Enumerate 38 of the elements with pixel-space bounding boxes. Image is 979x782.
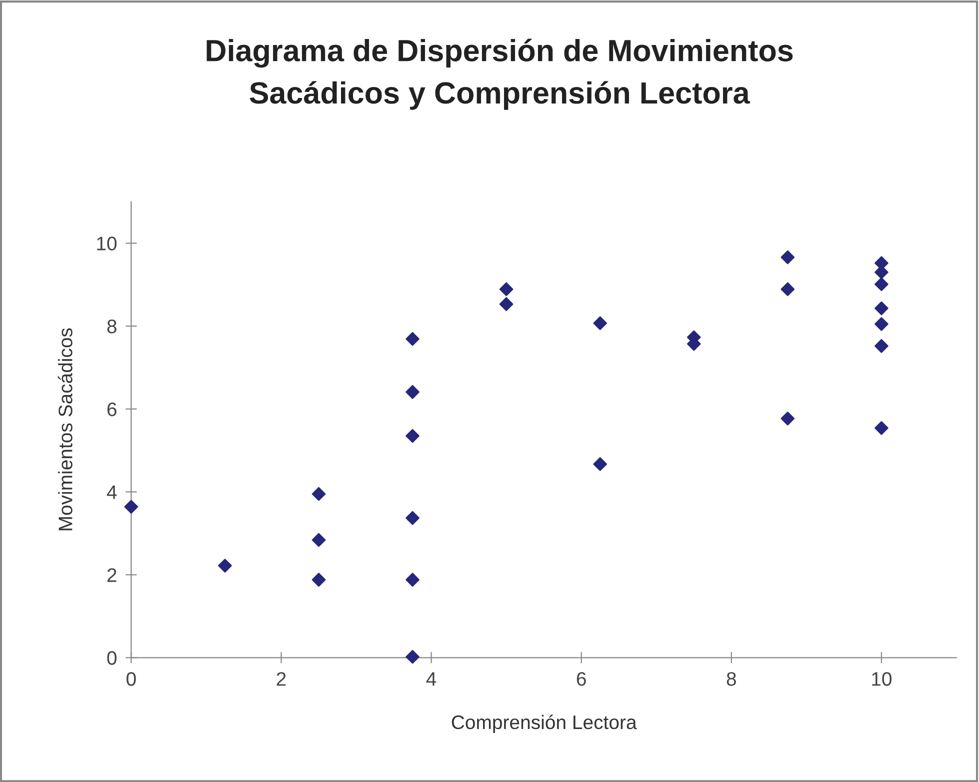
- point: [218, 558, 232, 573]
- chart-title: Diagrama de Dispersión de Movimientos Sacádicos y Comprensión Lectora: [206, 38, 793, 110]
- point: [874, 339, 888, 353]
- point: [312, 572, 326, 587]
- point: [406, 650, 420, 664]
- x-tick-label: 10: [872, 672, 892, 686]
- point: [593, 457, 608, 472]
- point: [499, 297, 514, 312]
- point: [312, 487, 326, 501]
- point: [312, 533, 326, 547]
- y-tick-label: 0: [107, 651, 117, 665]
- point: [874, 277, 888, 292]
- y-tick-label: 6: [107, 402, 116, 416]
- x-tick-label: 8: [726, 672, 736, 686]
- y-tick-label: 10: [97, 236, 117, 250]
- point: [593, 316, 608, 330]
- x-tick-label: 4: [426, 672, 436, 686]
- point: [874, 301, 888, 316]
- x-axis-title: Comprensión Lectora: [452, 714, 637, 734]
- y-axis-title: Movimientos Sacádicos: [58, 328, 72, 530]
- point: [874, 317, 888, 331]
- point: [780, 282, 795, 296]
- point: [406, 511, 420, 525]
- point: [780, 412, 795, 426]
- point: [499, 282, 514, 296]
- y-tick-label: 2: [107, 568, 116, 582]
- y-tick-label: 4: [106, 486, 117, 499]
- point: [406, 332, 420, 346]
- x-tick-label: 2: [276, 672, 286, 686]
- y-tick-label: 8: [107, 320, 116, 334]
- x-tick-label: 0: [126, 672, 136, 686]
- point: [406, 385, 420, 399]
- point: [406, 429, 420, 443]
- point: [406, 572, 420, 587]
- point: [874, 421, 888, 435]
- x-tick-label: 6: [576, 672, 586, 686]
- point: [780, 250, 795, 264]
- point: [124, 500, 138, 514]
